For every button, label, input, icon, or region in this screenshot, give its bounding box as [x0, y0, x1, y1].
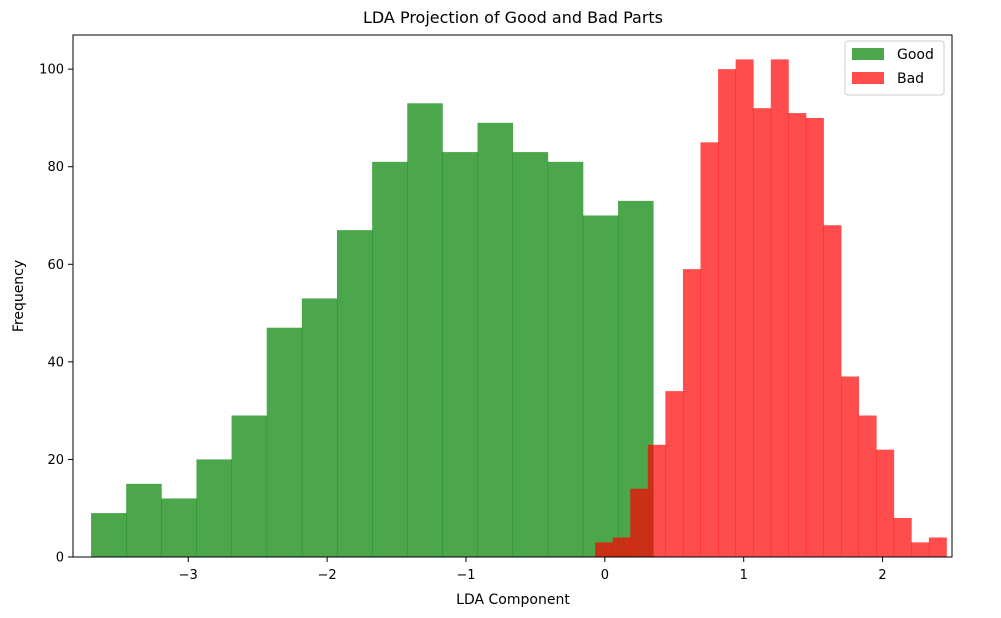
y-tick-label: 80: [47, 160, 64, 175]
x-tick-label: −1: [456, 568, 475, 583]
bar-bad-7: [718, 69, 737, 557]
bar-bad-0: [595, 542, 614, 557]
x-tick-label: 1: [740, 568, 748, 583]
y-tick-label: 0: [56, 551, 64, 566]
bar-bad-15: [858, 415, 877, 557]
x-axis: −3 −2 −1 0 1 2: [179, 557, 887, 583]
y-axis: 0 20 40 60 80 100: [39, 63, 73, 566]
legend-swatch-bad: [852, 72, 884, 84]
x-axis-label: LDA Component: [456, 592, 570, 608]
chart-title: LDA Projection of Good and Bad Parts: [363, 8, 663, 27]
bar-good-14: [582, 215, 619, 557]
bar-bad-1: [612, 537, 631, 557]
bar-bad-17: [893, 517, 912, 557]
bar-bad-2: [630, 488, 649, 557]
bar-good-3: [196, 459, 232, 557]
legend-label-good: Good: [897, 47, 934, 63]
y-tick-label: 20: [47, 453, 64, 468]
series-bad: [595, 59, 947, 558]
bar-good-2: [161, 498, 197, 557]
plot-frame: [72, 34, 953, 558]
bar-good-1: [126, 483, 162, 557]
bar-bad-8: [735, 59, 754, 558]
y-tick-label: 60: [47, 258, 64, 273]
bar-good-8: [372, 161, 408, 557]
x-tick-label: 2: [878, 568, 886, 583]
bar-bad-9: [753, 108, 772, 558]
bar-bad-4: [665, 391, 684, 557]
y-axis-label: Frequency: [11, 260, 27, 332]
bar-good-9: [407, 103, 443, 557]
bar-good-10: [442, 152, 478, 557]
bar-good-0: [91, 513, 127, 557]
bar-good-12: [512, 152, 549, 557]
bar-bad-6: [700, 142, 719, 558]
bar-bad-19: [928, 537, 947, 557]
bar-bad-13: [823, 225, 842, 557]
bar-bad-14: [841, 376, 860, 557]
series-good: [91, 103, 654, 558]
x-tick-label: −2: [318, 568, 337, 583]
bar-good-7: [336, 230, 373, 557]
x-tick-label: 0: [601, 568, 609, 583]
bar-bad-5: [682, 269, 701, 557]
y-tick-label: 100: [39, 63, 64, 78]
bar-bad-11: [788, 113, 807, 557]
legend-label-bad: Bad: [897, 71, 924, 87]
bar-bad-12: [805, 117, 824, 558]
bars-layer: [91, 59, 947, 558]
bar-bad-10: [770, 59, 789, 558]
bar-good-11: [477, 122, 514, 558]
bar-good-4: [231, 415, 268, 557]
legend: Good Bad: [844, 40, 945, 96]
y-tick-label: 40: [47, 355, 64, 370]
bar-bad-18: [911, 542, 930, 557]
legend-swatch-good: [852, 48, 884, 60]
bar-good-5: [266, 327, 303, 557]
bar-bad-3: [647, 444, 666, 557]
bar-good-6: [301, 298, 338, 557]
bar-bad-16: [876, 449, 895, 557]
bar-good-13: [547, 161, 584, 557]
x-tick-label: −3: [179, 568, 198, 583]
